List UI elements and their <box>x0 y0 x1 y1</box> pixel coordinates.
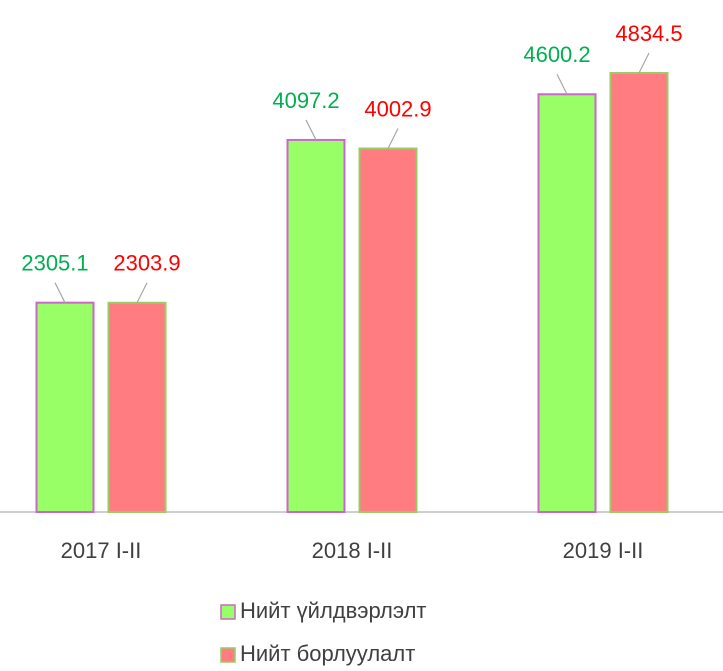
bar <box>107 301 167 513</box>
legend-swatch <box>220 647 236 663</box>
bar <box>35 301 95 514</box>
data-label: 4097.2 <box>272 88 339 113</box>
legend-label: Нийт борлуулалт <box>240 641 415 666</box>
legend-swatch <box>220 604 236 620</box>
x-tick-label: 2019 I-II <box>563 538 644 563</box>
leader-line <box>54 282 66 303</box>
x-tick-label: 2018 I-II <box>312 538 393 563</box>
data-label: 2303.9 <box>113 251 180 276</box>
data-label: 4002.9 <box>364 96 431 121</box>
leader-line <box>387 128 399 149</box>
data-label: 4600.2 <box>523 42 590 67</box>
data-label: 2305.1 <box>21 250 88 275</box>
leader-line <box>136 282 148 304</box>
leader-line <box>638 52 650 74</box>
leader-line <box>556 74 568 95</box>
bar <box>537 93 597 514</box>
bar <box>358 147 418 513</box>
data-label: 4834.5 <box>615 21 682 46</box>
bar <box>609 72 669 513</box>
bar <box>286 138 346 513</box>
x-tick-label: 2017 I-II <box>61 538 142 563</box>
leader-line <box>305 119 317 141</box>
legend-label: Нийт үйлдвэрлэлт <box>240 598 427 623</box>
